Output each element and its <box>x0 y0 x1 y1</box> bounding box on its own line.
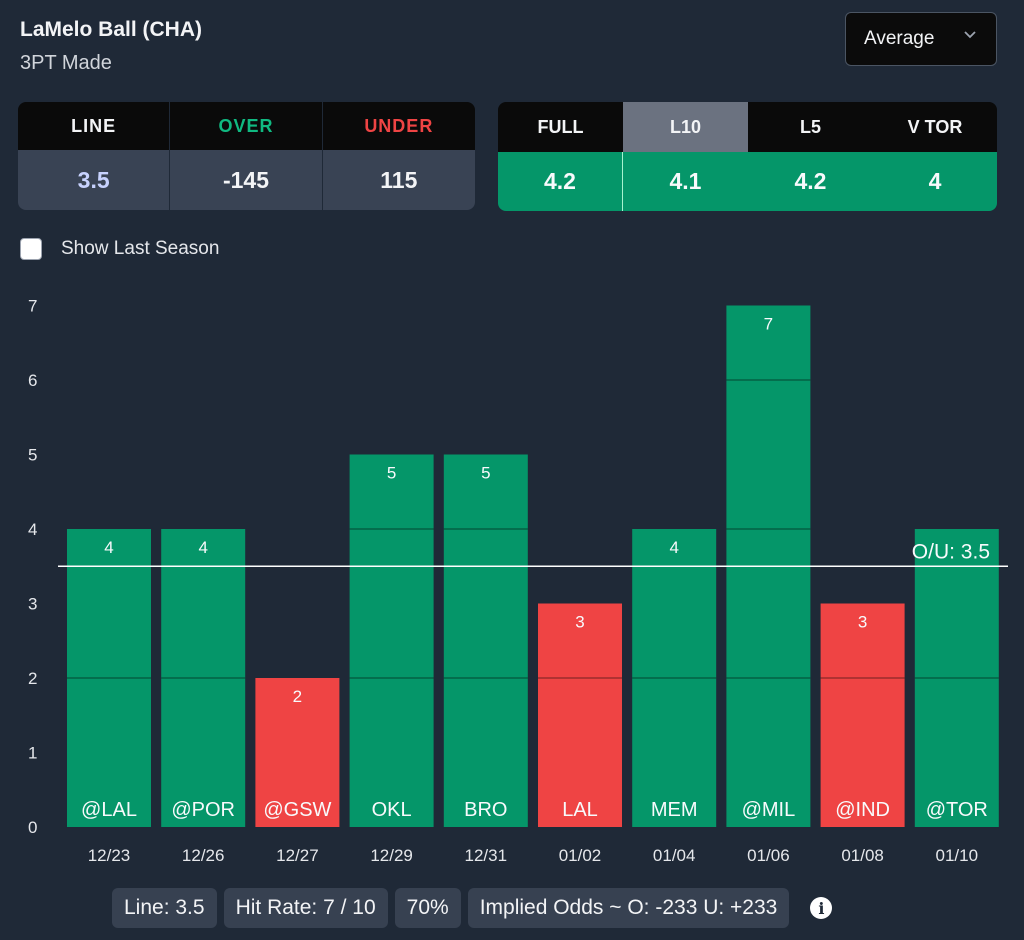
bar <box>538 603 622 827</box>
over-header: OVER <box>170 102 323 150</box>
x-tick-label: 12/26 <box>182 846 225 865</box>
bar <box>255 678 340 827</box>
avg-l5-value: 4.2 <box>748 152 873 211</box>
summary-bar: Line: 3.5 Hit Rate: 7 / 10 70% Implied O… <box>112 888 833 928</box>
y-tick-label: 0 <box>28 818 37 837</box>
line-header: LINE <box>18 102 171 150</box>
bar-value-label: 5 <box>387 464 396 483</box>
opponent-label: @POR <box>171 799 235 821</box>
bar-value-label: 4 <box>104 538 113 557</box>
avg-vtor-value: 4 <box>873 152 997 211</box>
y-tick-label: 1 <box>28 744 37 763</box>
bar-value-label: 7 <box>764 315 773 334</box>
under-header: UNDER <box>322 102 475 150</box>
hit-rate-pill: Hit Rate: 7 / 10 <box>223 888 388 928</box>
player-header: LaMelo Ball (CHA) 3PT Made <box>20 18 202 75</box>
x-tick-label: 01/10 <box>936 846 979 865</box>
x-tick-label: 12/31 <box>465 846 508 865</box>
over-odds-value: -145 <box>170 150 323 210</box>
x-tick-label: 01/04 <box>653 846 696 865</box>
opponent-label: @LAL <box>81 799 137 821</box>
bar <box>161 529 246 827</box>
y-tick-label: 5 <box>28 446 37 465</box>
opponent-label: @MIL <box>742 799 796 821</box>
opponent-label: @IND <box>835 799 890 821</box>
avg-full-value: 4.2 <box>498 152 623 211</box>
stat-subtitle: 3PT Made <box>20 52 112 74</box>
odds-table: LINE OVER UNDER 3.5 -145 115 <box>18 102 475 210</box>
line-pill: Line: 3.5 <box>112 888 217 928</box>
opponent-label: @TOR <box>926 799 988 821</box>
y-tick-label: 6 <box>28 371 37 390</box>
avg-l10-value: 4.1 <box>623 152 748 211</box>
tab-l5[interactable]: L5 <box>748 102 873 152</box>
game-log-chart: 0 1 2 3 4 5 6 7 4 @LAL 12/23 4 @POR 12/26 2 @GSW 12/27 5 O… <box>28 297 1008 865</box>
bar <box>349 454 434 827</box>
dropdown-selected: Average <box>864 28 935 49</box>
player-title: LaMelo Ball (CHA) <box>20 18 203 41</box>
line-value: 3.5 <box>18 150 171 210</box>
info-icon[interactable]: i <box>810 897 833 919</box>
bar <box>914 529 999 827</box>
bar <box>632 529 717 827</box>
bar-value-label: 3 <box>858 613 867 632</box>
over-under-label: O/U: 3.5 <box>912 540 990 563</box>
average-dropdown[interactable]: Average <box>845 12 997 66</box>
under-odds-value: 115 <box>322 150 475 210</box>
x-tick-label: 01/02 <box>559 846 602 865</box>
bar <box>67 529 151 827</box>
tab-v-tor[interactable]: V TOR <box>873 102 997 152</box>
x-tick-label: 01/06 <box>747 846 790 865</box>
x-tick-label: 12/27 <box>276 846 319 865</box>
bar-value-label: 5 <box>481 464 490 483</box>
opponent-label: MEM <box>651 799 698 821</box>
x-tick-label: 12/29 <box>370 846 413 865</box>
show-last-season-label: Show Last Season <box>61 238 220 259</box>
y-tick-label: 2 <box>28 669 37 688</box>
tab-l10[interactable]: L10 <box>623 102 748 152</box>
tab-full[interactable]: FULL <box>498 102 623 152</box>
averages-table: FULL L10 L5 V TOR 4.2 4.1 4.2 4 <box>498 102 997 211</box>
bar-value-label: 4 <box>198 538 207 557</box>
opponent-label: BRO <box>464 799 507 821</box>
hit-percent-pill: 70% <box>394 888 461 928</box>
opponent-label: LAL <box>562 799 598 821</box>
bar <box>820 603 905 827</box>
bar-value-label: 4 <box>669 538 678 557</box>
show-last-season-checkbox[interactable] <box>20 238 42 260</box>
y-tick-label: 4 <box>28 520 37 539</box>
x-tick-label: 12/23 <box>88 846 131 865</box>
y-tick-label: 7 <box>28 297 37 316</box>
show-last-season-toggle[interactable]: Show Last Season <box>20 238 219 260</box>
opponent-label: OKL <box>372 799 412 821</box>
chevron-down-icon <box>964 31 976 39</box>
y-tick-label: 3 <box>28 595 37 614</box>
x-tick-label: 01/08 <box>841 846 884 865</box>
opponent-label: @GSW <box>263 799 331 821</box>
bar-value-label: 3 <box>575 613 584 632</box>
implied-odds-pill: Implied Odds ~ O: -233 U: +233 <box>467 888 790 928</box>
bar <box>443 454 528 827</box>
bar-value-label: 2 <box>293 687 302 706</box>
